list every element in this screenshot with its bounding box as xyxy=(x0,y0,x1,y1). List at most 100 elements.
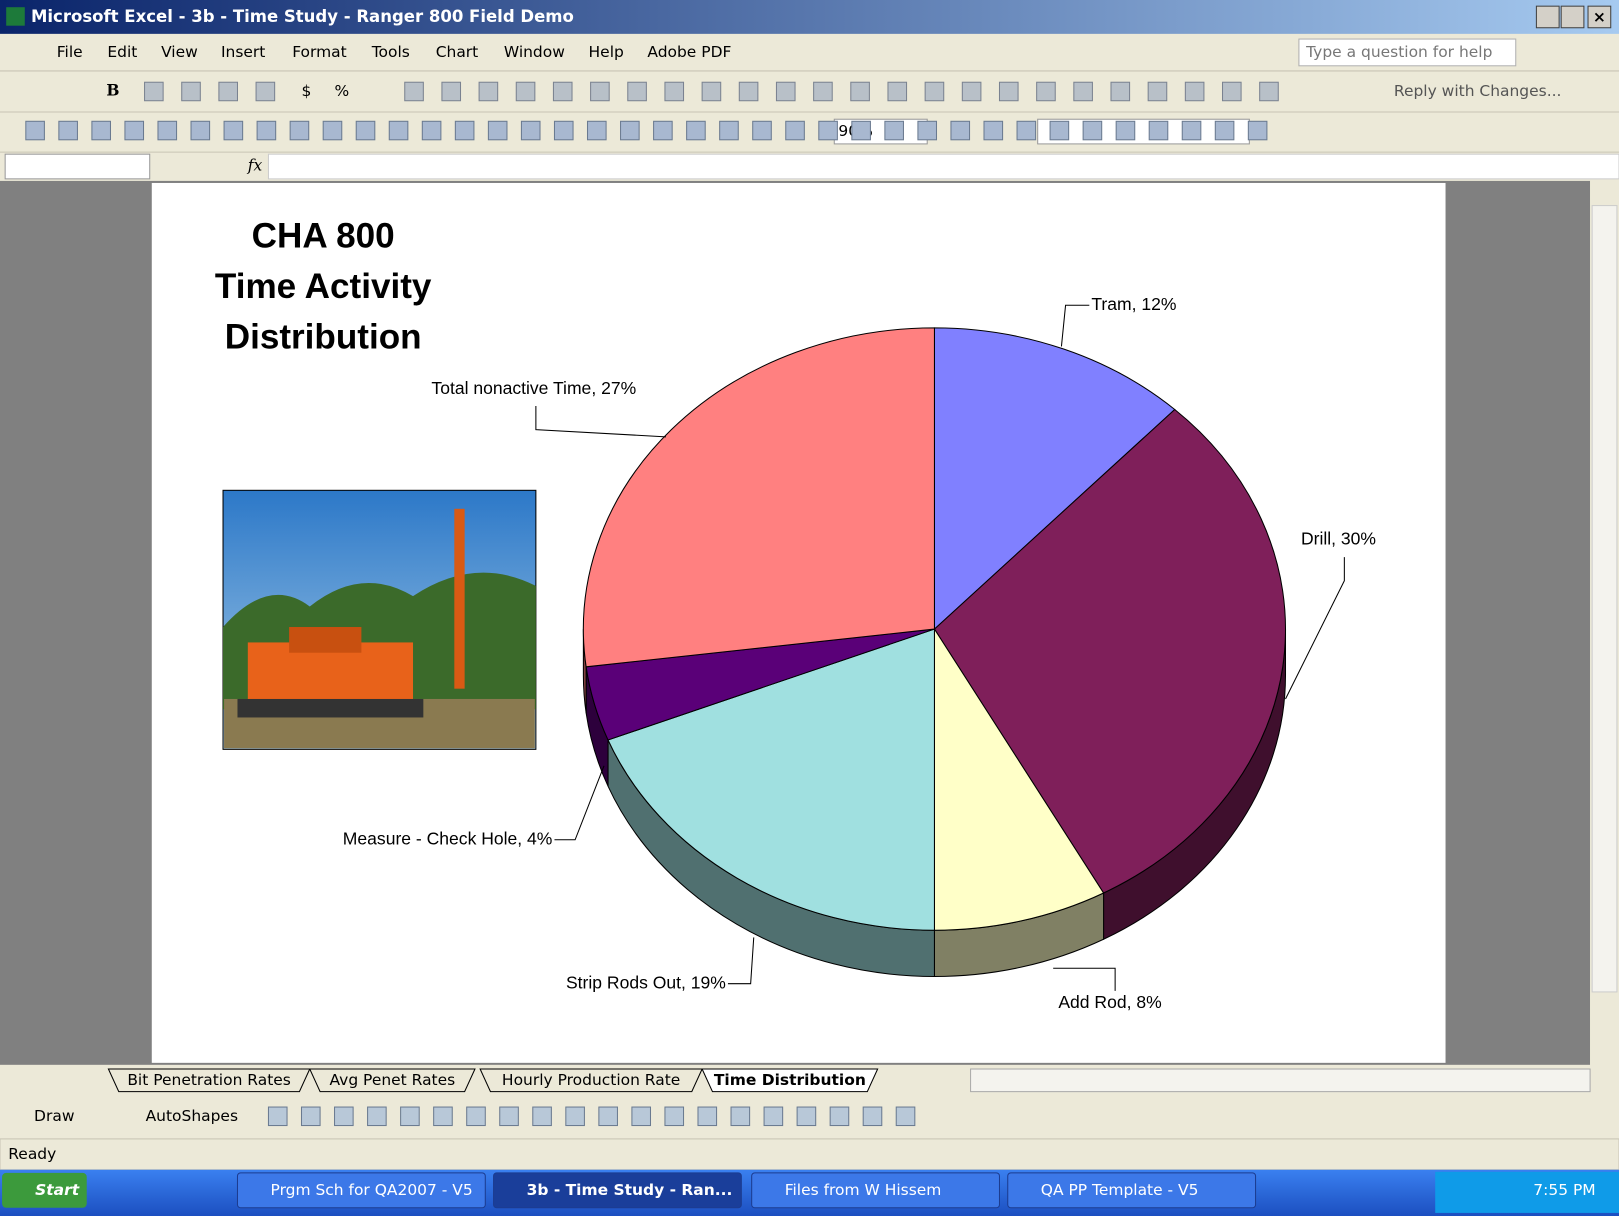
toolbar-icon[interactable] xyxy=(627,81,647,102)
currency-button[interactable]: $ xyxy=(301,82,311,100)
toolbar-icon[interactable] xyxy=(775,81,796,102)
toolbar-icon[interactable] xyxy=(190,120,211,141)
draw-icon[interactable] xyxy=(499,1106,519,1127)
menu-item[interactable]: Tools xyxy=(371,43,410,61)
toolbar-icon[interactable] xyxy=(289,120,310,141)
toolbar-icon[interactable] xyxy=(1049,120,1070,141)
toolbar-icon[interactable] xyxy=(144,81,164,102)
toolbar-icon[interactable] xyxy=(355,120,376,141)
toolbar-icon[interactable] xyxy=(850,81,870,102)
toolbar-icon[interactable] xyxy=(478,81,499,102)
draw-icon[interactable] xyxy=(466,1106,486,1127)
menu-item[interactable]: Format xyxy=(292,43,347,61)
toolbar-icon[interactable] xyxy=(520,120,541,141)
toolbar-icon[interactable] xyxy=(917,120,938,141)
toolbar-icon[interactable] xyxy=(590,81,610,102)
menu-item[interactable]: Chart xyxy=(436,43,479,61)
sheet-tab[interactable] xyxy=(308,1068,476,1093)
toolbar-icon[interactable] xyxy=(1181,120,1202,141)
toolbar-icon[interactable] xyxy=(58,120,78,141)
toolbar-icon[interactable] xyxy=(218,81,238,102)
toolbar-icon[interactable] xyxy=(686,120,706,141)
toolbar-icon[interactable] xyxy=(961,81,982,102)
toolbar-icon[interactable] xyxy=(924,81,945,102)
toolbar-icon[interactable] xyxy=(998,81,1019,102)
toolbar-icon[interactable] xyxy=(1036,81,1056,102)
toolbar-icon[interactable] xyxy=(738,81,759,102)
toolbar-icon[interactable] xyxy=(1259,81,1279,102)
toolbar-icon[interactable] xyxy=(223,120,244,141)
menu-item[interactable]: Window xyxy=(504,43,565,61)
percent-button[interactable]: % xyxy=(335,82,350,100)
draw-icon[interactable] xyxy=(796,1106,817,1127)
toolbar-icon[interactable] xyxy=(1147,81,1168,102)
draw-icon[interactable] xyxy=(730,1106,751,1127)
toolbar-icon[interactable] xyxy=(1214,120,1235,141)
help-box[interactable] xyxy=(1298,38,1517,67)
draw-button[interactable]: Draw xyxy=(34,1107,74,1125)
toolbar-icon[interactable] xyxy=(441,81,462,102)
toolbar-icon[interactable] xyxy=(388,120,409,141)
toolbar-icon[interactable] xyxy=(552,81,573,102)
toolbar-icon[interactable] xyxy=(553,120,574,141)
font-box[interactable] xyxy=(1037,118,1250,145)
toolbar-icon[interactable] xyxy=(818,120,838,141)
toolbar-icon[interactable] xyxy=(322,120,343,141)
toolbar-icon[interactable] xyxy=(1221,81,1242,102)
toolbar-icon[interactable] xyxy=(653,120,673,141)
toolbar-icon[interactable] xyxy=(813,81,833,102)
toolbar-icon[interactable] xyxy=(404,81,424,102)
toolbar-icon[interactable] xyxy=(950,120,971,141)
toolbar-icon[interactable] xyxy=(487,120,508,141)
toolbar-icon[interactable] xyxy=(1148,120,1169,141)
sheet-tab[interactable] xyxy=(701,1068,879,1093)
draw-icon[interactable] xyxy=(829,1106,850,1127)
toolbar-icon[interactable] xyxy=(255,81,276,102)
draw-icon[interactable] xyxy=(400,1106,420,1127)
toolbar-icon[interactable] xyxy=(124,120,145,141)
toolbar-icon[interactable] xyxy=(421,120,442,141)
sheet-tab[interactable] xyxy=(107,1068,311,1093)
toolbar-icon[interactable] xyxy=(1082,120,1103,141)
toolbar-icon[interactable] xyxy=(785,120,805,141)
draw-icon[interactable] xyxy=(267,1106,288,1127)
toolbar-icon[interactable] xyxy=(701,81,722,102)
toolbar-icon[interactable] xyxy=(454,120,475,141)
toolbar-icon[interactable] xyxy=(91,120,111,141)
draw-icon[interactable] xyxy=(862,1106,883,1127)
draw-icon[interactable] xyxy=(697,1106,718,1127)
toolbar-icon[interactable] xyxy=(586,120,607,141)
draw-icon[interactable] xyxy=(763,1106,784,1127)
draw-icon[interactable] xyxy=(532,1106,552,1127)
task-button[interactable] xyxy=(751,1172,1001,1209)
draw-icon[interactable] xyxy=(433,1106,453,1127)
horizontal-scrollbar[interactable] xyxy=(970,1068,1591,1093)
draw-icon[interactable] xyxy=(300,1106,321,1127)
toolbar-icon[interactable] xyxy=(515,81,536,102)
draw-icon[interactable] xyxy=(631,1106,652,1127)
reply-button[interactable]: Reply with Changes... xyxy=(1394,82,1562,100)
toolbar-icon[interactable] xyxy=(887,81,908,102)
toolbar-icon[interactable] xyxy=(256,120,277,141)
toolbar-icon[interactable] xyxy=(1110,81,1131,102)
toolbar-icon[interactable] xyxy=(181,81,201,102)
formula-input[interactable] xyxy=(267,153,1619,180)
zoom-box[interactable] xyxy=(833,118,928,145)
autoshapes-button[interactable]: AutoShapes xyxy=(146,1107,238,1125)
window-buttons[interactable]: × xyxy=(1535,5,1612,29)
toolbar-icon[interactable] xyxy=(1184,81,1205,102)
toolbar-icon[interactable] xyxy=(884,120,904,141)
toolbar-icon[interactable] xyxy=(1115,120,1136,141)
task-button[interactable] xyxy=(1007,1172,1257,1209)
draw-icon[interactable] xyxy=(895,1106,916,1127)
toolbar-icon[interactable] xyxy=(851,120,871,141)
toolbar-icon[interactable] xyxy=(1016,120,1037,141)
menu-item[interactable]: File xyxy=(57,43,83,61)
toolbar-icon[interactable] xyxy=(1073,81,1093,102)
menu-item[interactable]: Help xyxy=(589,43,624,61)
toolbar-icon[interactable] xyxy=(25,120,45,141)
toolbar-icon[interactable] xyxy=(620,120,640,141)
menu-item[interactable]: Insert xyxy=(221,43,265,61)
toolbar-icon[interactable] xyxy=(1247,120,1268,141)
toolbar-icon[interactable] xyxy=(664,81,685,102)
